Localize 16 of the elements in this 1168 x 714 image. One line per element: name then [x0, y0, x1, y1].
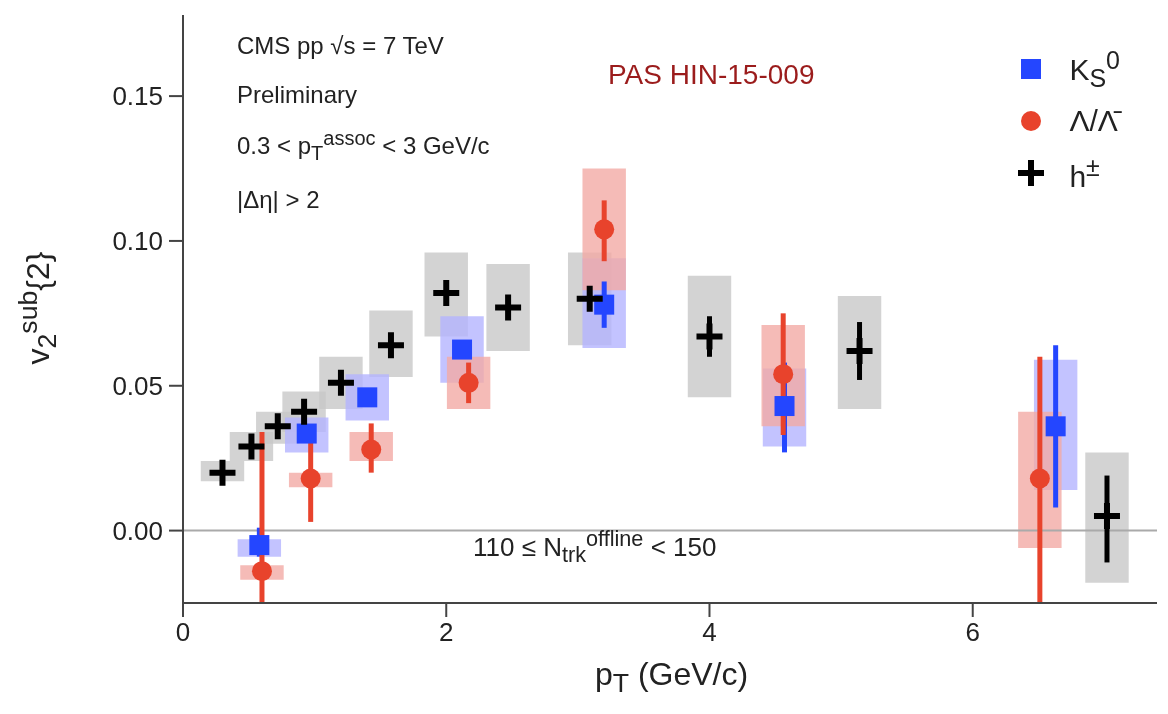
x-tick-label: 0: [175, 617, 191, 648]
annotation: 0.3 < p$_{T}$$^{assoc}$ < 3 GeV/c: [237, 126, 490, 165]
annotation: PAS HIN-15-009: [608, 58, 815, 92]
x-tick-label: 2: [439, 617, 454, 648]
y-tick-label: 0.10: [112, 226, 163, 257]
x-tick-label: 4: [702, 617, 717, 648]
annotation: 110 ≤ N$_{trk}$$^{offline}$ < 150: [473, 526, 717, 568]
annotation: Preliminary: [237, 81, 358, 110]
x-tick-label: 6: [965, 617, 980, 648]
legend-label: h$^{±}$: [1069, 152, 1100, 194]
y-tick-label: 0.15: [112, 81, 163, 112]
y-tick-label: 0.00: [112, 515, 163, 546]
annotation: |Δη| > 2: [237, 186, 320, 215]
annotation: CMS pp √s = 7 TeV: [237, 32, 444, 61]
y-tick-label: 0.05: [112, 370, 163, 401]
x-axis-title: p$_{T}$ (GeV/c): [593, 656, 750, 700]
